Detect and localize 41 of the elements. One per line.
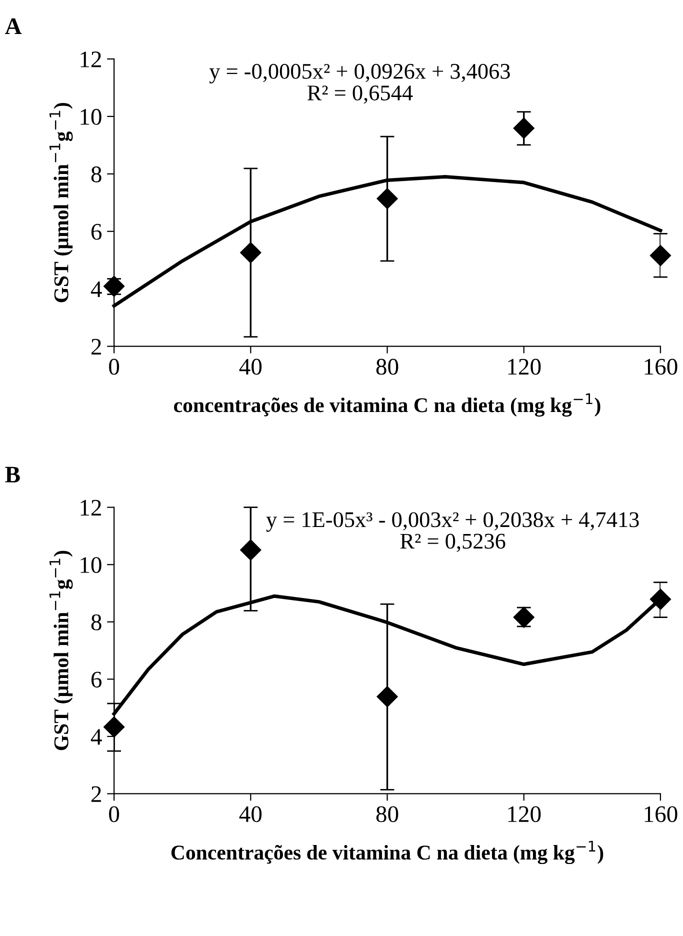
y-tick-label: 4 <box>90 282 102 298</box>
point <box>376 188 398 210</box>
annotation: y = 1E-05x³ - 0,003x² + 0,2038x + 4,7413 <box>266 512 639 532</box>
point <box>650 245 671 266</box>
point <box>376 686 398 708</box>
x-tick-label: 120 <box>508 358 541 375</box>
chart-title: A <box>5 18 22 34</box>
y-tick-label: 6 <box>91 224 102 240</box>
x-axis-title: concentrações de vitamina C na dieta (mg kg$^{−1}$) <box>174 393 600 417</box>
y-tick-label: 8 <box>91 614 102 630</box>
y-tick-label: 8 <box>91 166 102 182</box>
point <box>513 118 534 139</box>
x-tick-label: 160 <box>644 806 678 822</box>
point <box>104 716 125 738</box>
y-axis-title: GST (µmol min$^{−1}$g$^{−1}$) <box>50 550 73 750</box>
point <box>240 242 262 264</box>
point <box>650 588 671 610</box>
y-tick-label: 10 <box>80 108 102 125</box>
x-tick-label: 0 <box>109 806 120 822</box>
y-tick-label: 4 <box>90 729 102 745</box>
point <box>240 539 262 561</box>
annotation: R² = 0,6544 <box>307 85 413 104</box>
x-tick-label: 40 <box>239 358 262 375</box>
x-tick-label: 120 <box>508 806 541 822</box>
y-tick-label: 2 <box>91 338 101 355</box>
x-tick-label: 80 <box>376 358 398 375</box>
x-tick-label: 40 <box>239 806 262 822</box>
chart-title: B <box>5 466 20 482</box>
annotation: R² = 0,5236 <box>400 534 506 552</box>
x-tick-label: 160 <box>644 358 678 375</box>
y-tick-label: 6 <box>91 672 102 688</box>
y-tick-label: 10 <box>80 557 102 574</box>
x-tick-label: 0 <box>109 358 120 375</box>
y-tick-label: 12 <box>80 52 101 68</box>
point <box>104 276 125 297</box>
annotation: y = -0,0005x² + 0,0926x + 3,4063 <box>209 64 510 84</box>
y-axis-title: GST (µmol min$^{−1}$g$^{−1}$) <box>50 102 73 302</box>
y-tick-label: 2 <box>91 786 101 802</box>
x-axis-title: Concentrações de vitamina C na dieta (mg kg$^{−1}$) <box>171 840 604 864</box>
x-tick-label: 80 <box>376 806 398 822</box>
y-tick-label: 12 <box>80 500 101 516</box>
